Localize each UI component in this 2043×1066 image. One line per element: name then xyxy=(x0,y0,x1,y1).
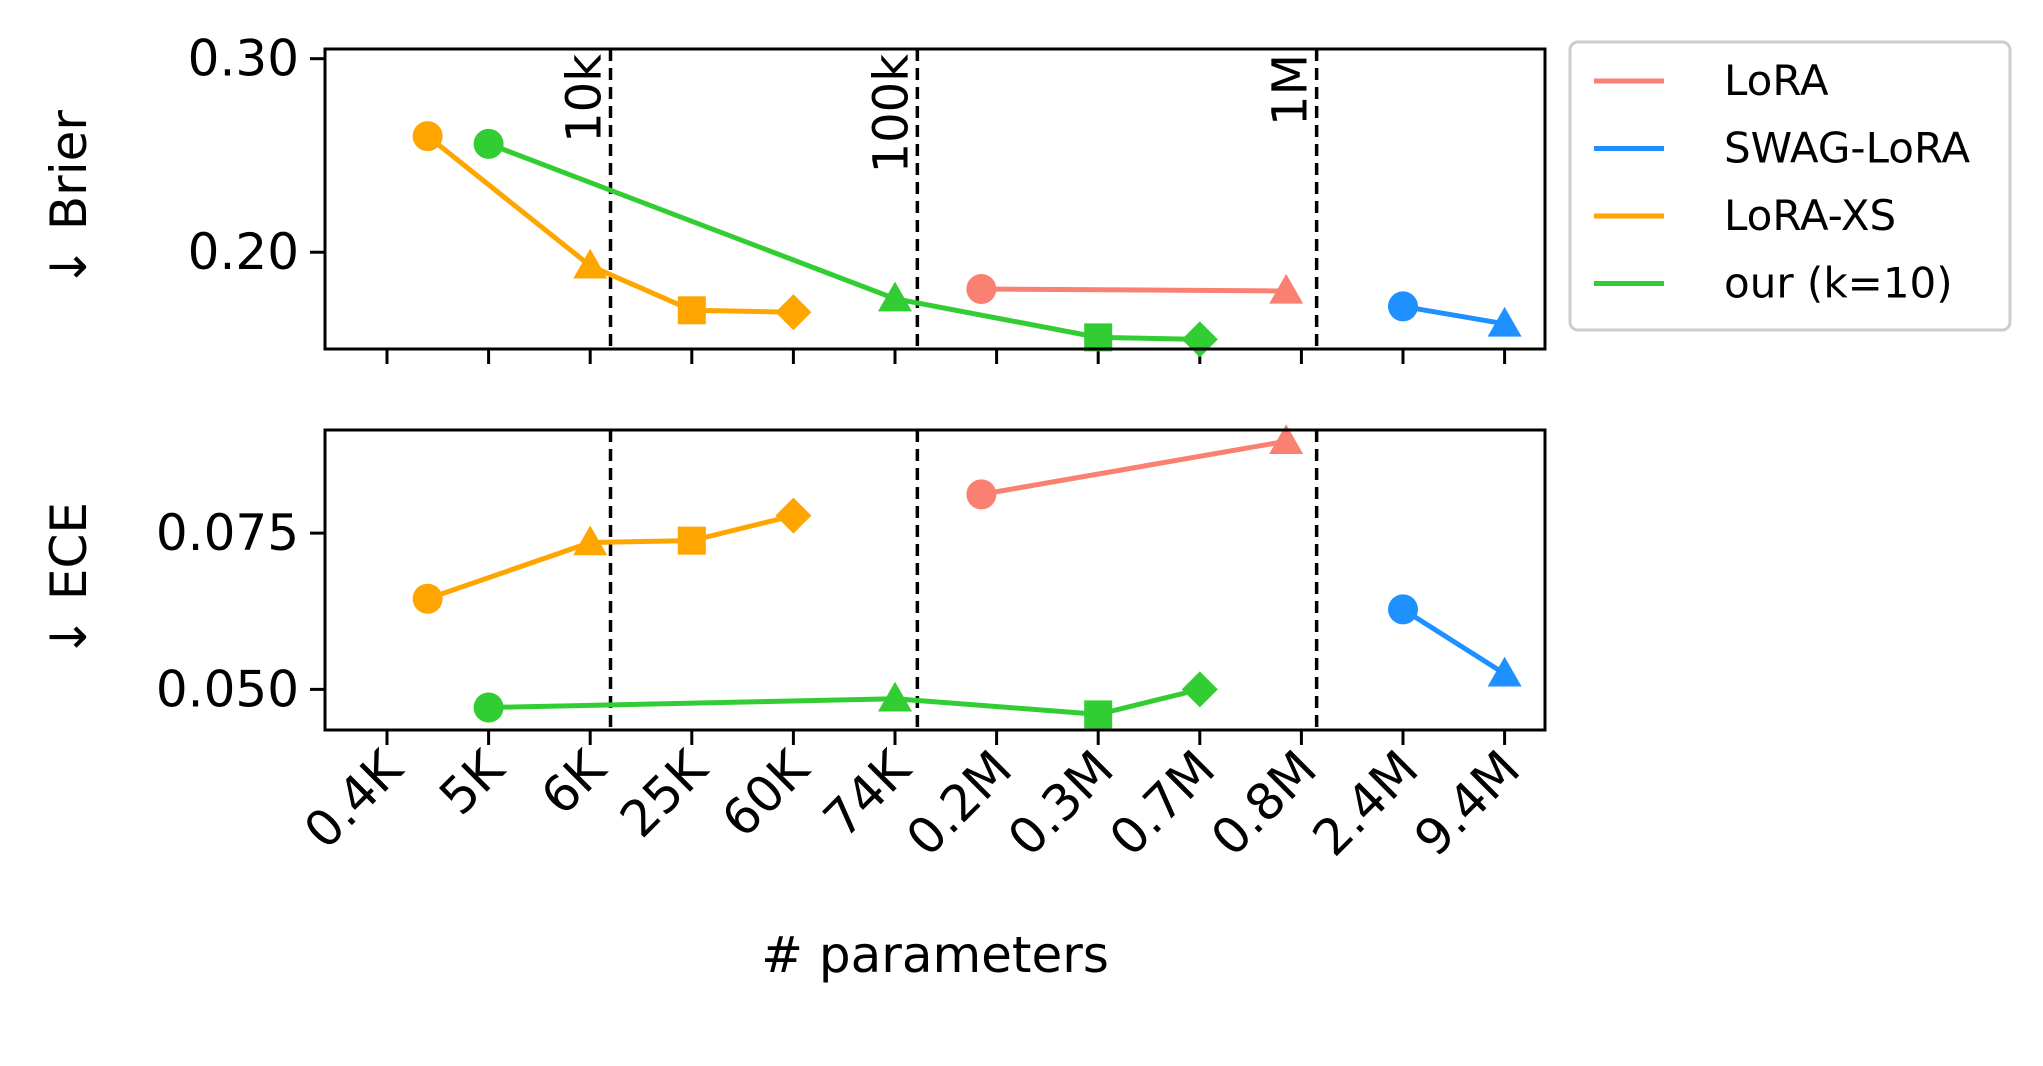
data-point-diamond xyxy=(775,497,812,534)
data-point-diamond xyxy=(1181,321,1218,358)
y-axis-label: ↓ Brier xyxy=(40,110,98,288)
data-point-square xyxy=(1084,323,1113,352)
data-point-triangle xyxy=(573,525,608,556)
y-tick-label: 0.30 xyxy=(188,30,299,88)
data-point-triangle xyxy=(1269,273,1304,304)
series-line xyxy=(426,134,794,315)
legend-label: SWAG-LoRA xyxy=(1724,124,1970,173)
legend-label: LoRA xyxy=(1724,56,1829,105)
legend-entry-our-k-10: our (k=10) xyxy=(1594,259,1953,308)
y-axis-label: ↓ ECE xyxy=(40,502,98,658)
x-tick-label: 2.4M xyxy=(1302,739,1430,867)
series-line xyxy=(981,286,1287,294)
legend-frame xyxy=(1568,40,2012,332)
data-point-circle xyxy=(966,274,997,304)
data-point-triangle xyxy=(1487,656,1522,687)
data-point-circle xyxy=(473,128,504,159)
series-line xyxy=(426,513,794,602)
data-point-circle xyxy=(412,121,443,152)
panel-frame xyxy=(323,428,1547,732)
y-tick-label: 0.20 xyxy=(188,223,299,281)
data-point-triangle xyxy=(1487,306,1522,337)
series-line xyxy=(488,686,1201,717)
panel-brier: 0.30 0.20 ↓ Brier 10k 100k 1M xyxy=(40,30,1547,364)
series-lora-xs xyxy=(412,121,812,331)
data-point-circle xyxy=(473,692,504,723)
data-point-circle xyxy=(412,583,443,614)
data-point-triangle xyxy=(573,248,608,279)
x-tick-label: 0.4K xyxy=(293,739,414,860)
series-our-k-10 xyxy=(473,671,1218,729)
x-tick-label: 0.3M xyxy=(997,739,1125,867)
x-axis: 0.4K 5K 6K25K60K74K0.2M0.3M0.7M0.8M2.4M9.4… xyxy=(293,739,1531,868)
series-lora xyxy=(966,273,1304,304)
data-point-circle xyxy=(1388,291,1418,322)
reference-line-label: 1M xyxy=(1263,54,1319,126)
y-tick-label: 0.050 xyxy=(156,660,299,718)
x-tick-label: 0.2M xyxy=(895,739,1023,867)
legend-entry-swag-lora: SWAG-LoRA xyxy=(1594,124,1970,173)
data-point-diamond xyxy=(775,294,812,331)
legend: LoRA SWAG-LoRA LoRA-XS our (k=10) xyxy=(1568,40,2012,332)
data-point-square xyxy=(677,526,706,555)
data-point-circle xyxy=(1388,594,1418,625)
legend-label: our (k=10) xyxy=(1724,259,1953,308)
x-tick-label: 25K xyxy=(609,739,719,849)
panel-frame xyxy=(323,47,1547,351)
series-swag-lora xyxy=(1388,291,1522,337)
x-tick-label: 6K xyxy=(530,739,618,827)
series-line xyxy=(487,141,1200,342)
data-point-triangle xyxy=(878,281,912,312)
data-point-triangle xyxy=(1269,424,1304,454)
series-line xyxy=(1401,607,1506,676)
legend-label: LoRA-XS xyxy=(1724,191,1896,240)
x-tick-label: 0.8M xyxy=(1200,739,1328,867)
x-axis-label: # parameters xyxy=(761,926,1109,984)
series-lora xyxy=(966,424,1304,510)
reference-line-label: 10k xyxy=(557,54,613,143)
data-point-diamond xyxy=(1181,671,1218,708)
series-swag-lora xyxy=(1388,594,1522,687)
series-lora-xs xyxy=(412,497,812,614)
x-tick-label: 60K xyxy=(711,739,821,849)
data-point-triangle xyxy=(878,681,912,712)
y-tick-label: 0.075 xyxy=(156,504,299,562)
x-tick-label: 9.4M xyxy=(1403,739,1531,867)
data-point-square xyxy=(1084,700,1113,729)
x-tick-label: 0.7M xyxy=(1099,739,1227,867)
panel-ece: 0.075 0.050 ↓ ECE xyxy=(40,424,1547,745)
legend-entry-lora-xs: LoRA-XS xyxy=(1594,191,1896,240)
reference-line-label: 100k xyxy=(863,54,919,174)
series-our-k-10 xyxy=(473,128,1218,358)
chart-panels: 0.30 0.20 ↓ Brier 10k 100k 1M 0.075 0.050 ↓ ECE xyxy=(40,30,1547,745)
legend-entry-lora: LoRA xyxy=(1594,56,1829,105)
series-line xyxy=(980,438,1287,497)
x-tick-label: 5K xyxy=(428,739,516,827)
data-point-square xyxy=(677,296,706,325)
series-line xyxy=(1402,303,1506,327)
data-point-circle xyxy=(966,479,997,510)
